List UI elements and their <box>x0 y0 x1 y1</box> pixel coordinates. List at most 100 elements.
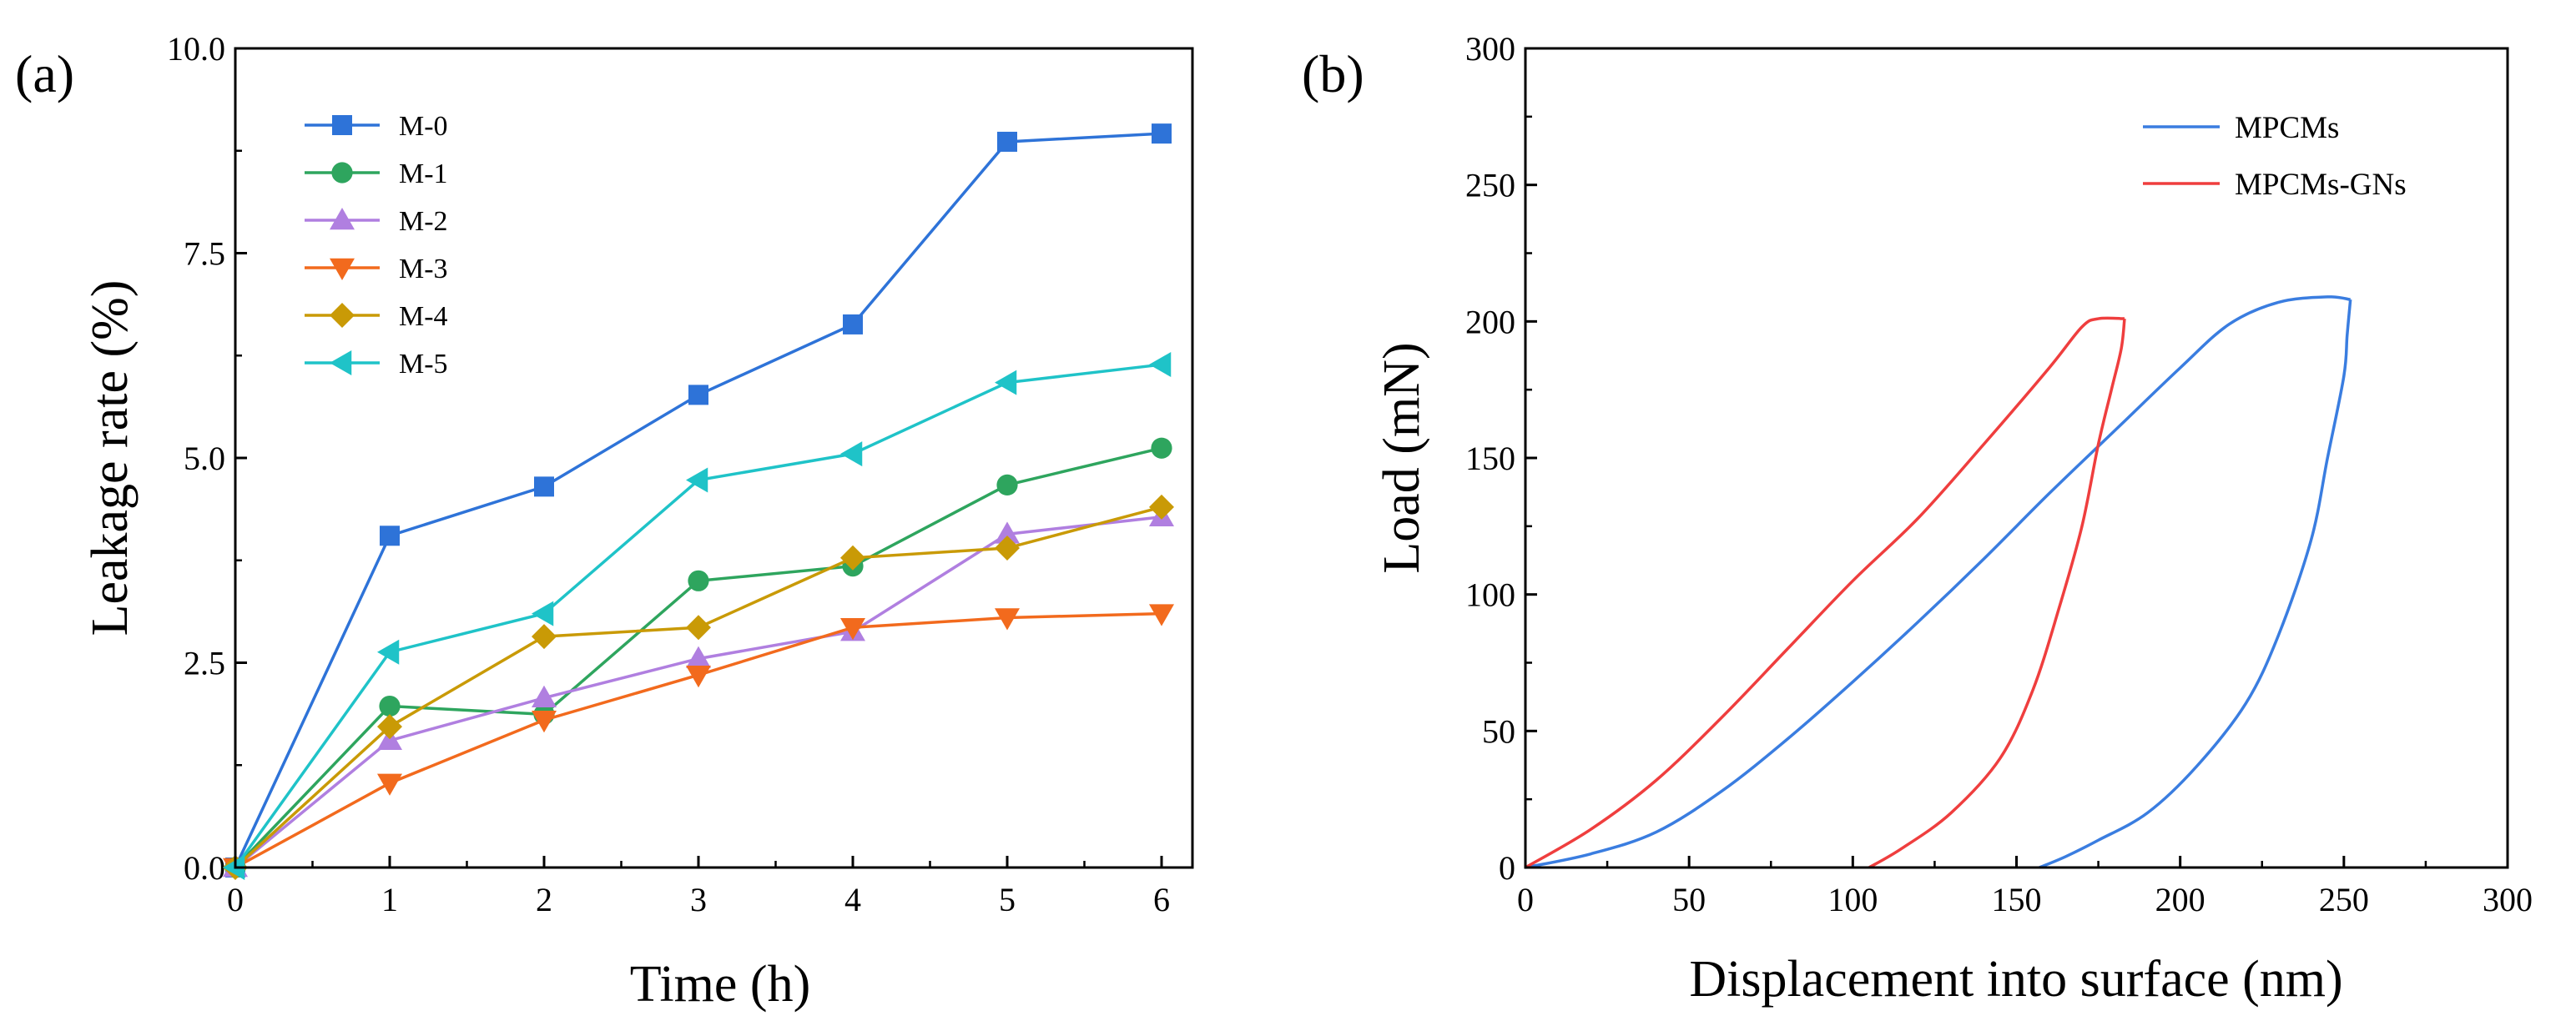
panel-a-label: (a) <box>15 44 74 103</box>
data-point-m-2-3 <box>686 646 711 668</box>
panel-a-frame <box>234 47 1194 869</box>
panel-b-x-tick-label: 150 <box>1992 881 2042 918</box>
panel-b-series <box>1525 295 2352 869</box>
panel-b-y-tick-label: 200 <box>1465 303 1515 340</box>
data-point-m-5-5 <box>995 370 1017 395</box>
data-point-m-4-1 <box>377 714 402 740</box>
data-point-m-1-1 <box>379 695 401 717</box>
panel-b-y-axis-label: Load (mN) <box>1374 342 1430 573</box>
data-point-m-0-3 <box>688 385 708 405</box>
loading-curve-mpcms <box>1525 295 2351 869</box>
legend-marker <box>330 258 355 280</box>
data-point-m-3-3 <box>686 665 711 688</box>
panel-a-y-tick-label: 7.5 <box>184 235 225 273</box>
series-m-5 <box>223 352 1172 880</box>
legend-entry-mpcms: MPCMs <box>2143 111 2339 145</box>
data-point-m-4-3 <box>686 615 711 641</box>
panel-a-x-tick-label: 1 <box>381 881 398 918</box>
legend-entry-m-0: M-0 <box>305 111 448 142</box>
panel-b-x-tick-label: 100 <box>1827 881 1878 918</box>
legend-entry-m-4: M-4 <box>305 301 448 332</box>
series-m-0 <box>225 123 1172 878</box>
panel-a-x-tick-label: 6 <box>1153 881 1170 918</box>
data-point-m-0-4 <box>843 314 863 334</box>
panel-a-y-tick-label: 2.5 <box>184 645 225 682</box>
data-point-m-5-6 <box>1149 352 1172 378</box>
data-point-m-5-2 <box>532 601 554 626</box>
unloading-curve-mpcms <box>2039 299 2352 869</box>
legend-entry-m-1: M-1 <box>305 158 448 189</box>
unloading-curve-mpcms-gns <box>1868 318 2126 869</box>
legend-entry-m-5: M-5 <box>305 349 448 380</box>
data-point-m-3-5 <box>995 608 1020 631</box>
data-point-m-3-6 <box>1149 604 1174 626</box>
legend-marker <box>331 162 353 184</box>
panel-b-frame <box>1524 47 2509 869</box>
series-m-2 <box>223 504 1174 878</box>
panel-b-legend: MPCMs MPCMs-GNs <box>2143 111 2407 202</box>
data-point-m-4-6 <box>1149 494 1174 520</box>
legend-label: MPCMs-GNs <box>2235 168 2407 202</box>
panel-b-y-tick-label: 0 <box>1499 849 1515 887</box>
panel-a-legend: M-0 M-1 M-2 M-3 M-4 M-5 <box>305 111 448 380</box>
panel-b-x-tick-label: 0 <box>1517 881 1534 918</box>
data-point-m-0-5 <box>997 131 1017 152</box>
legend-marker <box>330 350 352 375</box>
panel-a-x-tick-label: 4 <box>844 881 861 918</box>
data-point-m-3-2 <box>532 710 557 733</box>
data-point-m-5-1 <box>377 639 400 665</box>
legend-label: MPCMs <box>2235 111 2339 145</box>
panel-b-x-tick-label: 50 <box>1672 881 1706 918</box>
panel-b-label: (b) <box>1302 44 1364 103</box>
data-point-m-3-4 <box>840 618 865 641</box>
data-point-m-5-4 <box>840 441 863 467</box>
data-point-m-1-6 <box>1151 437 1172 459</box>
data-point-m-1-3 <box>688 570 709 591</box>
legend-marker <box>330 303 355 328</box>
data-point-m-0-2 <box>534 476 554 497</box>
legend-entry-m-3: M-3 <box>305 254 448 284</box>
legend-marker <box>330 208 355 230</box>
panel-a-y-tick-label: 5.0 <box>184 440 225 477</box>
data-point-m-0-6 <box>1152 123 1172 144</box>
panel-a-y-tick-label: 10.0 <box>167 30 225 68</box>
legend-label: M-4 <box>399 301 448 332</box>
data-point-m-4-2 <box>532 624 557 650</box>
series-line-m-0 <box>234 132 1162 868</box>
panel-a-series <box>223 123 1174 880</box>
panel-b-x-axis-label: Displacement into surface (nm) <box>1689 951 2342 1008</box>
data-point-m-2-5 <box>995 521 1020 544</box>
series-mpcms-gns <box>1525 316 2126 869</box>
panel-a-y-tick-label: 0.0 <box>184 849 225 887</box>
legend-label: M-2 <box>399 206 448 237</box>
panel-b-y-tick-label: 100 <box>1465 576 1515 614</box>
series-mpcms <box>1525 295 2352 869</box>
data-point-m-4-4 <box>840 545 865 571</box>
data-point-m-4-5 <box>995 536 1020 561</box>
legend-label: M-3 <box>399 254 448 284</box>
panel-b-x-tick-label: 250 <box>2319 881 2369 918</box>
legend-marker <box>332 115 352 135</box>
series-m-3 <box>223 604 1174 880</box>
panel-b-load-chart: (b) 0 50 100 150 200 250 300 0 50 100 150 200 250 300… <box>1302 30 2533 1008</box>
data-point-m-3-1 <box>377 773 402 796</box>
legend-entry-m-2: M-2 <box>305 206 448 237</box>
panel-a-x-tick-label: 2 <box>536 881 552 918</box>
panel-a-x-tick-label: 5 <box>999 881 1016 918</box>
series-m-4 <box>223 494 1174 880</box>
panel-b-ticks: 0 50 100 150 200 250 300 0 50 100 150 200 250 300 <box>1465 30 2533 918</box>
data-point-m-1-5 <box>996 474 1018 496</box>
panel-a-x-tick-label: 3 <box>690 881 707 918</box>
data-point-m-5-3 <box>686 467 708 493</box>
panel-a-leakage-chart: (a) 0 1 2 3 4 5 6 0.0 2.5 5.0 7.5 10.0 M-0 M-1 M-2 M-3… <box>15 30 1194 1013</box>
panel-a-y-axis-label: Leakage rate (%) <box>82 280 139 636</box>
panel-a-ticks: 0 1 2 3 4 5 6 0.0 2.5 5.0 7.5 10.0 <box>167 30 1170 918</box>
panel-b-y-tick-label: 50 <box>1482 712 1515 750</box>
panel-b-y-tick-label: 150 <box>1465 440 1515 477</box>
legend-label: M-0 <box>399 111 448 142</box>
panel-b-y-tick-label: 250 <box>1465 167 1515 204</box>
legend-label: M-5 <box>399 349 448 380</box>
legend-entry-mpcms-gns: MPCMs-GNs <box>2143 168 2407 202</box>
data-point-m-5-0 <box>223 855 245 880</box>
